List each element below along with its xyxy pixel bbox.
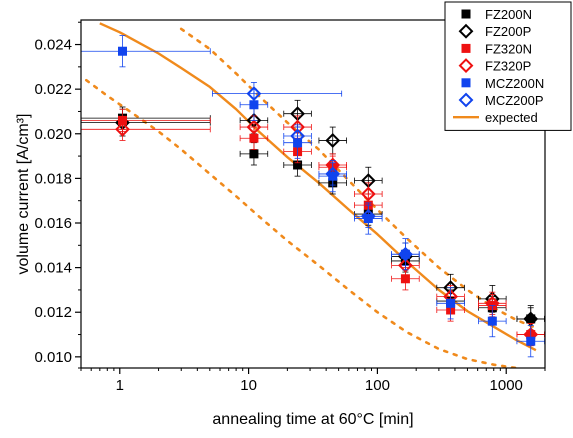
legend-item-mcz200n: MCZ200N: [461, 76, 544, 91]
legend-label: FZ200P: [485, 24, 531, 39]
legend-box: [444, 1, 572, 131]
fz320n-marker: [400, 274, 410, 284]
mcz200p-point: [283, 124, 312, 148]
fz320p-point: [80, 117, 211, 141]
fz200n-marker: [293, 160, 303, 170]
fz320p-marker: [115, 121, 130, 137]
mcz200p-marker: [246, 86, 262, 102]
fz200n-marker: [249, 149, 259, 159]
fz320n-point: [80, 108, 211, 132]
legend-swatch: [461, 9, 471, 19]
mcz200n-point: [516, 325, 545, 358]
legend-item-expected: expected: [453, 110, 538, 125]
mcz200p-marker: [360, 208, 376, 224]
legend-label: FZ320N: [485, 41, 532, 56]
legend-swatch: [458, 92, 474, 108]
y-tick-label: 0.018: [34, 170, 72, 187]
y-tick-label: 0.020: [34, 126, 72, 143]
y-tick-label: 0.012: [34, 304, 72, 321]
mcz200n-point: [436, 287, 465, 320]
y-tick-label: 0.024: [34, 37, 72, 54]
fz320p-marker: [246, 119, 262, 135]
mcz200n-marker: [487, 316, 497, 326]
data-points: [80, 35, 545, 358]
legend-item-mcz200p: MCZ200P: [458, 92, 544, 108]
mcz200p-point: [391, 242, 420, 266]
legend-label: expected: [485, 110, 538, 125]
legend: FZ200N FZ200P FZ320N FZ320P MCZ200N MCZ200P ex…: [444, 1, 572, 131]
mcz200n-point: [80, 35, 211, 68]
legend-item-fz320p: FZ320P: [458, 58, 531, 74]
fz320p-marker: [360, 186, 376, 202]
mcz200n-marker: [118, 46, 128, 56]
mcz200p-marker: [325, 166, 341, 182]
legend-label: MCZ200N: [485, 76, 544, 91]
x-tick-label: 100: [365, 377, 390, 394]
mcz200p-point: [212, 82, 343, 106]
fz200n-point: [80, 106, 211, 130]
fz200p-marker: [325, 133, 341, 148]
y-axis-title: volume current [A/cm³]: [15, 114, 32, 275]
y-tick-label: 0.022: [34, 81, 72, 98]
mcz200n-point: [478, 305, 507, 338]
legend-swatch: [461, 78, 471, 88]
mcz200n-marker: [526, 336, 536, 346]
mcz200p-point: [318, 162, 347, 186]
mcz200p-marker: [398, 246, 413, 262]
y-tick-label: 0.010: [34, 349, 72, 366]
legend-label: MCZ200P: [485, 93, 544, 108]
fz200p-point: [80, 108, 211, 137]
mcz200p-marker: [290, 128, 305, 144]
plot-frame: [80, 19, 546, 369]
x-tick-label: 10: [240, 377, 257, 394]
legend-item-fz200n: FZ200N: [461, 7, 532, 22]
x-tick-label: 1: [116, 377, 124, 394]
x-axis-title: annealing time at 60°C [min]: [212, 411, 413, 428]
legend-label: FZ320P: [485, 59, 531, 74]
fz200n-point: [239, 142, 269, 166]
legend-swatch: [461, 43, 471, 53]
fz320p-point: [239, 115, 269, 139]
legend-item-fz200p: FZ200P: [458, 23, 531, 39]
y-tick-label: 0.016: [34, 215, 72, 232]
mcz200p-point: [354, 204, 383, 228]
x-tick-label: 1000: [490, 377, 523, 394]
fz320p-point: [354, 182, 383, 206]
legend-item-fz320n: FZ320N: [461, 41, 532, 56]
fz200p-point: [318, 126, 347, 155]
mcz200n-marker: [446, 298, 456, 308]
y-tick-label: 0.014: [34, 260, 72, 277]
fz320p-marker: [398, 257, 413, 273]
legend-label: FZ200N: [485, 7, 532, 22]
legend-swatch: [458, 23, 474, 39]
legend-swatch: [458, 58, 474, 74]
axes: 0.010 0.012 0.014 0.016 0.018 0.020 0.022 0.024…: [34, 21, 546, 394]
